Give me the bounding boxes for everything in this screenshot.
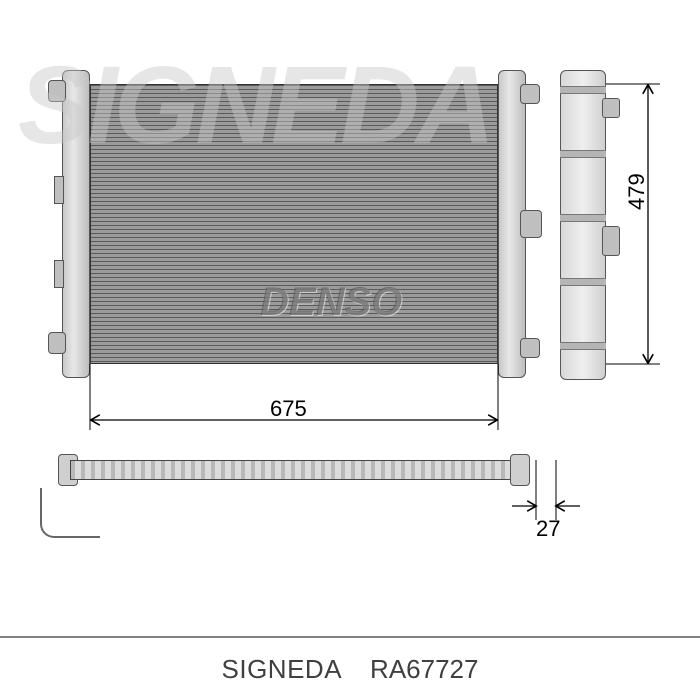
brand-label: SIGNEDA xyxy=(222,654,343,685)
dimension-height-label: 479 xyxy=(624,173,650,210)
part-number-label: RA67727 xyxy=(370,654,478,685)
outlet-port-icon xyxy=(48,332,66,354)
front-view-left-tank xyxy=(62,70,90,378)
right-port-icon xyxy=(520,338,540,358)
dimension-depth-label: 27 xyxy=(536,516,560,542)
side-fitting-icon xyxy=(602,226,620,256)
side-view-rib xyxy=(560,278,606,286)
side-view-rib xyxy=(560,150,606,158)
right-port-icon xyxy=(520,84,540,104)
top-view-right-cap xyxy=(510,454,530,486)
product-footer: SIGNEDA RA67727 xyxy=(0,636,700,700)
inlet-port-icon xyxy=(48,80,66,102)
side-view-body xyxy=(560,70,606,380)
left-bracket-icon xyxy=(54,176,64,204)
technical-drawing: SIGNEDA DENSO xyxy=(0,0,700,700)
side-view-rib xyxy=(560,342,606,350)
front-view-core xyxy=(90,84,498,364)
side-fitting-icon xyxy=(602,98,620,118)
right-bracket-icon xyxy=(520,210,542,238)
dimension-width-label: 675 xyxy=(270,396,307,422)
side-view-rib xyxy=(560,214,606,222)
left-bracket-icon xyxy=(54,260,64,288)
top-view-core xyxy=(70,460,518,480)
top-view-hose-icon xyxy=(40,488,100,538)
side-view-rib xyxy=(560,86,606,94)
